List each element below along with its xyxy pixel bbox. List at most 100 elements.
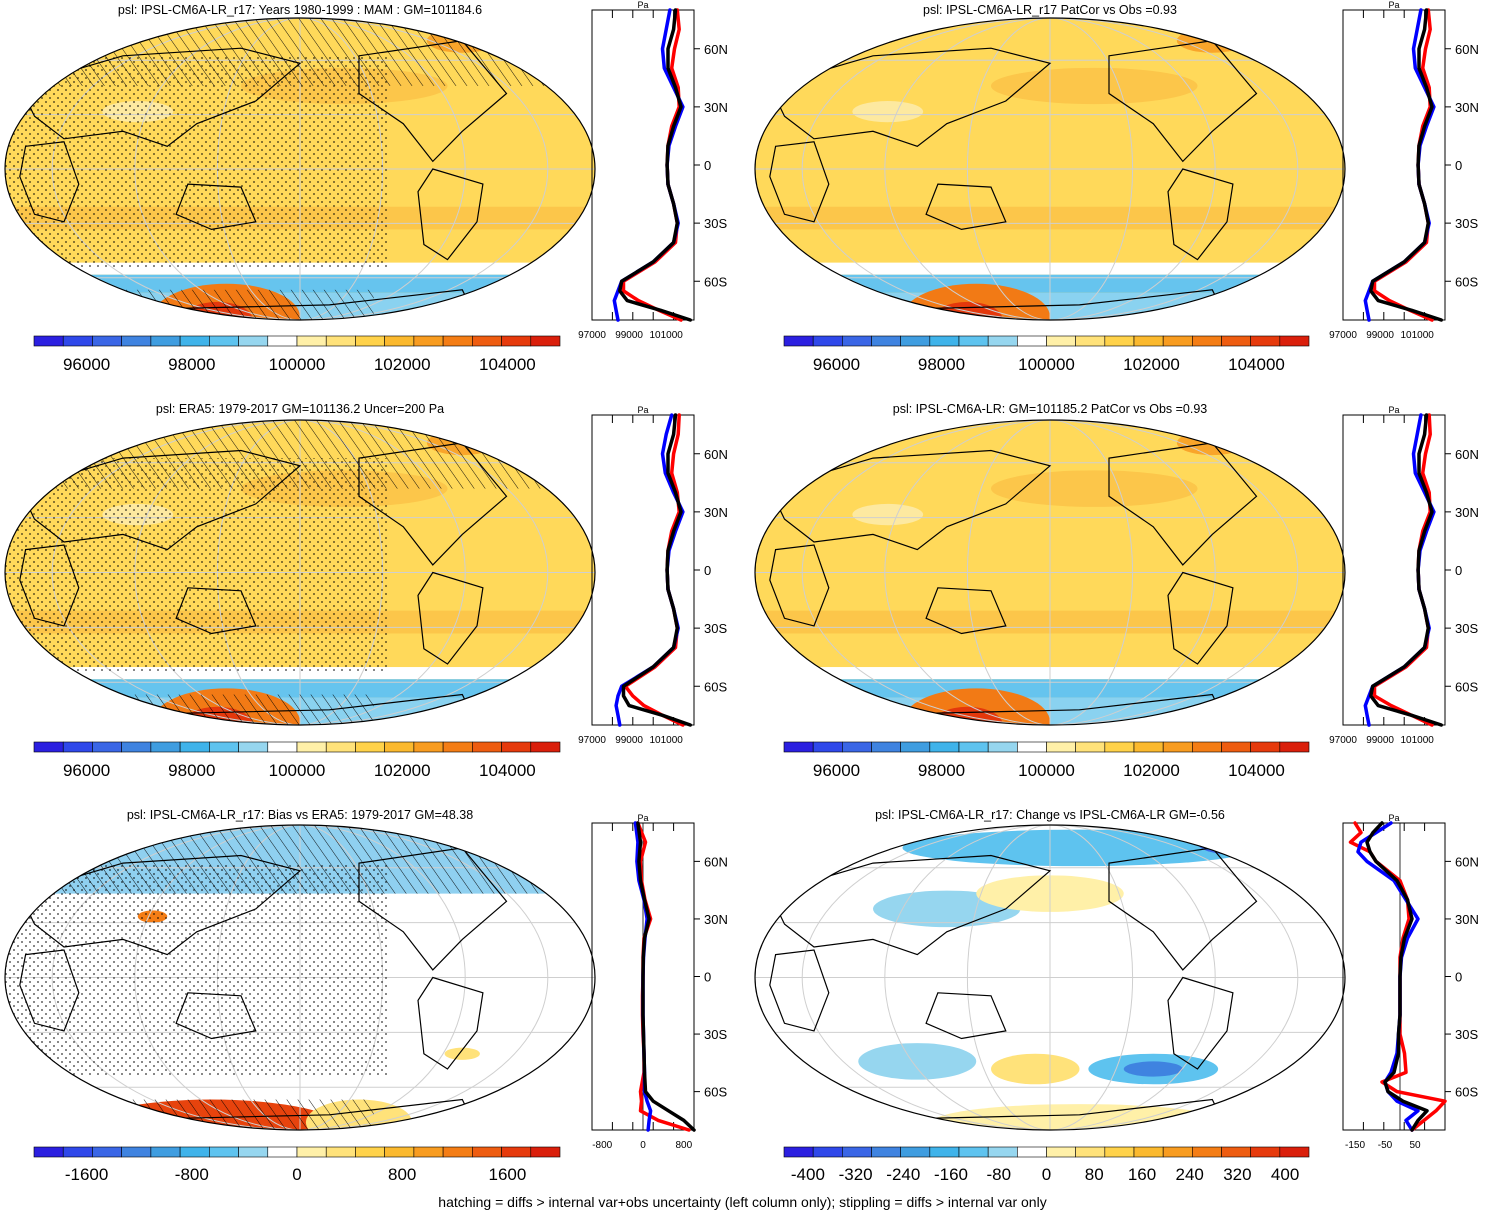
colorbar-tick-label: 98000 xyxy=(918,355,965,374)
profile-x-tick-label: 99000 xyxy=(1366,735,1394,746)
colorbar-tick-label: 100000 xyxy=(1018,761,1075,780)
profile-series-line-1 xyxy=(1348,821,1447,1132)
arctic-negative-change xyxy=(902,829,1257,867)
south-america-outline xyxy=(1167,976,1234,1070)
colorbar-swatch xyxy=(1075,741,1106,753)
lat-tick-label: 0 xyxy=(704,970,711,985)
colorbar-swatch xyxy=(238,1146,269,1158)
colorbar-swatch xyxy=(900,1146,931,1158)
colorbar-swatch xyxy=(812,741,843,753)
colorbar-swatch xyxy=(501,1146,532,1158)
colorbar-swatch xyxy=(1017,741,1047,753)
lat-tick-label: 30S xyxy=(704,216,727,231)
colorbar-swatch xyxy=(267,741,298,753)
asia-low xyxy=(852,503,924,526)
colorbar-tick-label: 800 xyxy=(388,1165,416,1184)
colorbar-swatch xyxy=(871,1146,901,1158)
colorbar-swatch xyxy=(1192,1146,1222,1158)
colorbar-2: 96000 98000 100000 102000 104000 xyxy=(783,335,1310,374)
colorbar-swatch xyxy=(871,741,901,753)
colorbar-swatch xyxy=(209,741,239,753)
colorbar-swatch xyxy=(987,741,1018,753)
colorbar-swatch xyxy=(238,741,269,753)
profile-frame xyxy=(591,414,695,726)
profile-x-tick-label: -50 xyxy=(1378,1140,1393,1151)
lat-tick-label: 0 xyxy=(1455,158,1462,173)
colorbar-swatch xyxy=(472,1146,502,1158)
colorbar-swatch xyxy=(413,335,444,347)
colorbar-swatch xyxy=(325,335,356,347)
map-title: psl: IPSL-CM6A-LR_r17: Years 1980-1999 :… xyxy=(118,3,482,17)
north-america-outline xyxy=(358,847,508,971)
colorbar-swatch xyxy=(900,335,931,347)
colorbar-swatch xyxy=(530,335,561,347)
colorbar-swatch xyxy=(929,335,960,347)
map-border xyxy=(4,17,596,321)
south-america-outline xyxy=(1167,168,1234,261)
lat-tick-label: 0 xyxy=(704,563,711,578)
colorbar-swatch xyxy=(1279,1146,1310,1158)
map-title: psl: IPSL-CM6A-LR: GM=101185.2 PatCor vs… xyxy=(893,402,1208,416)
map-field xyxy=(5,18,595,320)
eurasia-outline xyxy=(768,449,1052,551)
lat-tick-label: 60S xyxy=(704,274,727,289)
profile-x-tick-label: 50 xyxy=(1409,1140,1421,1151)
colorbar-tick-label: -80 xyxy=(987,1165,1012,1184)
colorbar-swatch xyxy=(501,741,532,753)
colorbar-swatch xyxy=(1192,741,1222,753)
arctic-negative-core xyxy=(1197,831,1286,856)
australia-outline xyxy=(925,183,1007,231)
asia-low xyxy=(852,101,924,123)
profile-unit-label: Pa xyxy=(637,0,648,10)
map-title: psl: IPSL-CM6A-LR_r17 PatCor vs Obs =0.9… xyxy=(923,3,1177,17)
map-panel-1: psl: IPSL-CM6A-LR_r17: Years 1980-1999 :… xyxy=(4,3,596,321)
colorbar-swatch xyxy=(355,1146,385,1158)
map-border xyxy=(754,17,1346,321)
colorbar-swatch xyxy=(1104,335,1135,347)
colorbar-swatch xyxy=(413,1146,444,1158)
lat-tick-label: 60S xyxy=(1455,679,1478,694)
lat-tick-label: 60S xyxy=(1455,1085,1478,1100)
colorbar-swatch xyxy=(92,1146,122,1158)
lat-tick-label: 30S xyxy=(1455,621,1478,636)
australia-outline xyxy=(175,992,257,1040)
africa-outline xyxy=(19,141,80,223)
lat-tick-label: 0 xyxy=(1455,563,1462,578)
map-title: psl: IPSL-CM6A-LR_r17: Change vs IPSL-CM… xyxy=(875,808,1225,822)
colorbar-swatch xyxy=(1250,741,1281,753)
map-border xyxy=(754,824,1346,1131)
profile-unit-label: Pa xyxy=(1388,813,1399,823)
lat-tick-label: 0 xyxy=(704,158,711,173)
colorbar-tick-label: 0 xyxy=(1042,1165,1051,1184)
colorbar-tick-label: -1600 xyxy=(65,1165,108,1184)
colorbar-swatch xyxy=(501,335,532,347)
colorbar-swatch xyxy=(1162,741,1193,753)
colorbar-swatch xyxy=(530,1146,561,1158)
eurasia-outline xyxy=(18,449,302,551)
map-panel-2: psl: IPSL-CM6A-LR_r17 PatCor vs Obs =0.9… xyxy=(754,3,1346,321)
africa-outline xyxy=(19,949,80,1032)
profile-series-line-3 xyxy=(1369,413,1444,727)
profile-x-tick-label: -800 xyxy=(592,1140,612,1151)
colorbar-swatch xyxy=(384,1146,415,1158)
colorbar-tick-label: -240 xyxy=(886,1165,920,1184)
colorbar-swatch xyxy=(783,335,814,347)
colorbar-swatch xyxy=(929,1146,960,1158)
profile-x-tick-label: 99000 xyxy=(1366,330,1394,341)
colorbar-swatch xyxy=(413,741,444,753)
north-pacific-high xyxy=(991,67,1198,105)
lat-tick-label: 60N xyxy=(1455,447,1479,462)
colorbar-swatch xyxy=(442,1146,473,1158)
profile-x-tick-label: 97000 xyxy=(578,330,606,341)
eurasia-outline xyxy=(768,47,1052,147)
colorbar-swatch xyxy=(871,335,901,347)
south-indian-negative-change xyxy=(858,1043,977,1080)
profile-x-tick-label: 97000 xyxy=(578,735,606,746)
north-america-outline xyxy=(358,40,508,163)
south-pacific-positive-change xyxy=(991,1053,1080,1085)
colorbar-tick-label: 100000 xyxy=(1018,355,1075,374)
colorbar-swatch xyxy=(1250,335,1281,347)
profile-frame xyxy=(1342,414,1446,726)
map-title: psl: IPSL-CM6A-LR_r17: Bias vs ERA5: 197… xyxy=(127,808,473,822)
colorbar-swatch xyxy=(267,1146,298,1158)
